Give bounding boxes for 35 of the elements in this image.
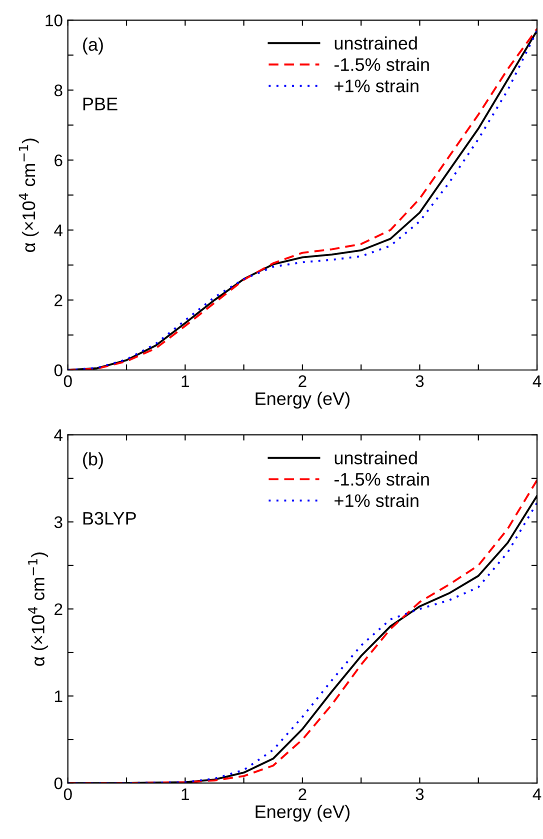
y-tick-label: 1 bbox=[55, 690, 62, 702]
y-tick-label: 3 bbox=[54, 516, 62, 528]
y-tick-label: 0 bbox=[54, 777, 62, 790]
annotation: (a) bbox=[83, 38, 103, 54]
x-axis-title: Energy (eV) bbox=[256, 804, 350, 822]
x-tick-label: 3 bbox=[416, 375, 424, 388]
legend-label: -1.5% strain bbox=[334, 58, 429, 71]
annotation: B3LYP bbox=[83, 512, 136, 525]
y-tick-label: 0 bbox=[54, 364, 62, 376]
x-tick-label: 4 bbox=[532, 375, 542, 387]
y-axis-title: α (×10$^{4}$ cm$^{−1}$) bbox=[18, 138, 39, 252]
y-tick-label: 10 bbox=[46, 14, 62, 26]
x-tick-label: 3 bbox=[416, 788, 424, 800]
y-tick-label: 2 bbox=[54, 294, 62, 306]
annotation: (b) bbox=[83, 452, 103, 470]
legend-label: -1.5% strain bbox=[334, 472, 429, 486]
y-axis-title: α (×10$^{4}$ cm$^{−1}$) bbox=[28, 552, 48, 666]
x-tick-label: 4 bbox=[532, 788, 542, 800]
y-tick-label: 2 bbox=[54, 603, 62, 615]
y-tick-label: 4 bbox=[54, 224, 63, 236]
y-tick-label: 8 bbox=[54, 84, 62, 96]
legend-label: unstrained bbox=[334, 451, 417, 464]
x-tick-label: 2 bbox=[298, 375, 306, 387]
legend-label: +1% strain bbox=[334, 79, 418, 92]
x-tick-label: 2 bbox=[298, 788, 306, 800]
x-tick-label: 1 bbox=[182, 375, 189, 387]
annotation: PBE bbox=[83, 98, 118, 110]
y-tick-label: 6 bbox=[54, 154, 62, 166]
x-tick-label: 0 bbox=[64, 375, 72, 388]
x-axis-title: Energy (eV) bbox=[256, 392, 350, 409]
y-tick-label: 4 bbox=[54, 429, 63, 441]
x-tick-label: 1 bbox=[182, 788, 189, 800]
legend-label: unstrained bbox=[334, 36, 417, 50]
x-tick-label: 0 bbox=[64, 788, 72, 800]
legend-label: +1% strain bbox=[334, 494, 418, 508]
